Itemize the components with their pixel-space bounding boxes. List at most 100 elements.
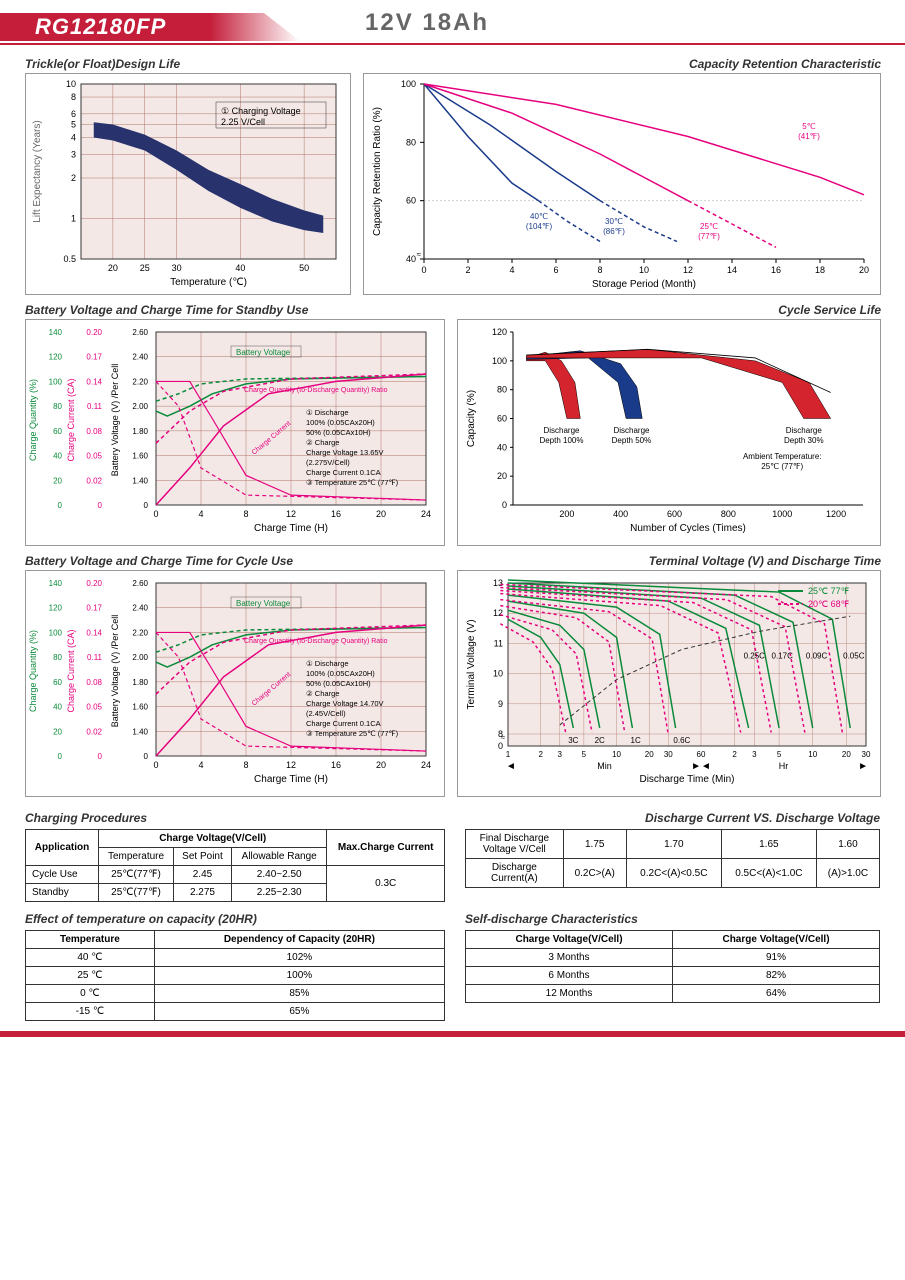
- svg-text:Charge Voltage 13.65V: Charge Voltage 13.65V: [306, 448, 384, 457]
- svg-text:0.17C: 0.17C: [772, 652, 794, 661]
- svg-text:1C: 1C: [631, 736, 641, 745]
- svg-text:2: 2: [465, 265, 470, 275]
- svg-text:2.00: 2.00: [132, 653, 148, 662]
- svg-text:30: 30: [862, 750, 871, 759]
- svg-text:9: 9: [498, 699, 503, 709]
- svg-text:0: 0: [421, 265, 426, 275]
- th-temp: Temperature: [99, 848, 174, 866]
- svg-text:Temperature (℃): Temperature (℃): [170, 277, 247, 288]
- svg-text:12: 12: [683, 265, 693, 275]
- svg-text:① Discharge: ① Discharge: [306, 659, 349, 668]
- svg-text:1.40: 1.40: [132, 476, 148, 485]
- svg-text:(41℉): (41℉): [798, 132, 820, 141]
- svg-text:1.40: 1.40: [132, 727, 148, 736]
- table-row: -15 ℃65%: [26, 1003, 445, 1021]
- svg-text:Min: Min: [597, 761, 612, 771]
- svg-text:25: 25: [140, 263, 150, 273]
- footer-bar: [0, 1031, 905, 1037]
- svg-text:0: 0: [58, 752, 63, 761]
- svg-text:5℃: 5℃: [802, 122, 815, 131]
- svg-text:Hr: Hr: [779, 761, 789, 771]
- svg-text:1: 1: [71, 214, 76, 224]
- svg-text:800: 800: [721, 509, 736, 519]
- svg-text:40℃: 40℃: [530, 212, 548, 221]
- svg-text:13: 13: [493, 578, 503, 588]
- svg-text:(77℉): (77℉): [698, 232, 720, 241]
- table-row: Discharge Current(A) 0.2C>(A) 0.2C<(A)<0…: [466, 859, 880, 888]
- svg-text:10: 10: [639, 265, 649, 275]
- svg-text:24: 24: [421, 760, 431, 770]
- svg-text:Charge Quantity (%): Charge Quantity (%): [28, 379, 38, 461]
- svg-text:20: 20: [497, 471, 507, 481]
- svg-text:0.05C: 0.05C: [843, 652, 865, 661]
- svg-text:30℃: 30℃: [605, 217, 623, 226]
- tempcap-table: TemperatureDependency of Capacity (20HR)…: [25, 930, 445, 1021]
- svg-text:0: 0: [144, 501, 149, 510]
- svg-text:≈: ≈: [501, 733, 506, 742]
- svg-text:Depth 100%: Depth 100%: [539, 436, 583, 445]
- svg-text:140: 140: [49, 579, 63, 588]
- svg-text:Discharge Time (Min): Discharge Time (Min): [639, 774, 734, 785]
- selfdis-title: Self-discharge Characteristics: [465, 912, 880, 926]
- table-row: 0 ℃85%: [26, 985, 445, 1003]
- svg-text:0: 0: [58, 501, 63, 510]
- svg-text:0.6C: 0.6C: [673, 736, 690, 745]
- chart-row-2: Battery Voltage and Charge Time for Stan…: [25, 303, 880, 546]
- retention-chart: 0246810121416182040608010040℃(104℉)30℃(8…: [363, 73, 881, 295]
- cyclelife-title: Cycle Service Life: [457, 303, 881, 317]
- svg-text:4: 4: [71, 133, 76, 143]
- svg-text:6: 6: [553, 265, 558, 275]
- svg-text:0: 0: [144, 752, 149, 761]
- svg-text:80: 80: [497, 385, 507, 395]
- svg-text:(86℉): (86℉): [603, 227, 625, 236]
- svg-text:14: 14: [727, 265, 737, 275]
- svg-text:20: 20: [53, 727, 62, 736]
- svg-text:60: 60: [53, 427, 62, 436]
- svg-text:Charge Current (CA): Charge Current (CA): [66, 629, 76, 712]
- svg-text:10: 10: [612, 750, 621, 759]
- th-allowable: Allowable Range: [232, 848, 327, 866]
- cyclecharge-chart: 0481216202402040608010012014000.020.050.…: [25, 570, 445, 797]
- svg-text:0: 0: [498, 741, 503, 751]
- svg-text:8: 8: [243, 760, 248, 770]
- svg-text:100: 100: [49, 628, 63, 637]
- svg-text:60: 60: [697, 750, 706, 759]
- standby-title: Battery Voltage and Charge Time for Stan…: [25, 303, 445, 317]
- svg-text:Charge Current (CA): Charge Current (CA): [66, 378, 76, 461]
- chart-row-1: Trickle(or Float)Design Life 20253040500…: [25, 57, 880, 295]
- svg-text:2.00: 2.00: [132, 402, 148, 411]
- svg-text:0.25C: 0.25C: [744, 652, 766, 661]
- svg-text:60: 60: [53, 678, 62, 687]
- svg-text:0: 0: [153, 509, 158, 519]
- terminal-chart: 89101112130123510203060235102030MinHr◄►◄…: [457, 570, 881, 797]
- svg-text:0.08: 0.08: [86, 427, 102, 436]
- svg-text:② Charge: ② Charge: [306, 689, 339, 698]
- tables-row-2: Effect of temperature on capacity (20HR)…: [25, 906, 880, 1021]
- svg-text:16: 16: [771, 265, 781, 275]
- svg-text:1200: 1200: [826, 509, 846, 519]
- svg-text:25℃: 25℃: [700, 222, 718, 231]
- svg-text:20: 20: [108, 263, 118, 273]
- svg-text:16: 16: [331, 760, 341, 770]
- svg-text:10: 10: [66, 79, 76, 89]
- th-setpoint: Set Point: [173, 848, 231, 866]
- svg-text:① Discharge: ① Discharge: [306, 408, 349, 417]
- svg-text:50% (0.05CAx10H): 50% (0.05CAx10H): [306, 428, 371, 437]
- svg-text:Battery Voltage (V) /Per Cell: Battery Voltage (V) /Per Cell: [110, 364, 120, 477]
- retention-title: Capacity Retention Characteristic: [363, 57, 881, 71]
- svg-text:Depth 50%: Depth 50%: [612, 436, 652, 445]
- svg-text:◄: ◄: [506, 761, 516, 772]
- svg-text:►: ►: [858, 761, 868, 772]
- svg-text:100: 100: [49, 377, 63, 386]
- svg-text:3: 3: [752, 750, 757, 759]
- svg-text:25℃ (77℉): 25℃ (77℉): [761, 462, 803, 471]
- svg-text:0.20: 0.20: [86, 328, 102, 337]
- svg-text:11: 11: [494, 638, 503, 648]
- svg-text:3: 3: [71, 149, 76, 159]
- svg-text:20: 20: [376, 509, 386, 519]
- svg-text:2.25 V/Cell: 2.25 V/Cell: [221, 117, 265, 127]
- svg-text:2.20: 2.20: [132, 377, 148, 386]
- svg-text:Charge Quantity (%): Charge Quantity (%): [28, 630, 38, 712]
- svg-text:2: 2: [538, 750, 543, 759]
- model-number: RG12180FP: [35, 14, 166, 40]
